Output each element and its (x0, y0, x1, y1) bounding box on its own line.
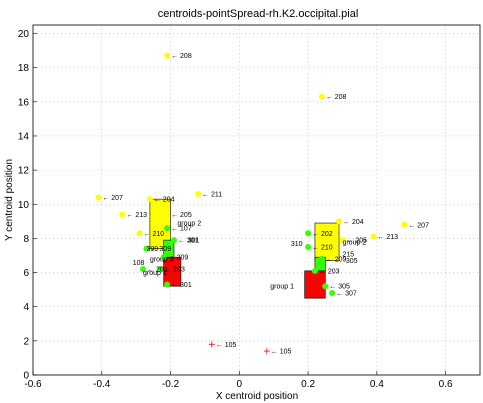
y-tick-label: 0 (23, 371, 29, 382)
annotation-label: 305 (346, 258, 358, 265)
centroid-point (95, 194, 102, 201)
x-tick-label: -0.6 (24, 379, 42, 390)
point-label: ← 203 (319, 268, 340, 275)
group-box (314, 222, 340, 261)
x-tick-label: 0.6 (439, 379, 453, 390)
y-tick-label: 14 (18, 131, 30, 142)
centroid-point (322, 283, 329, 290)
annotation-label: group 2 (177, 221, 201, 228)
centroid-point (119, 211, 126, 218)
annotation-label: group 1 (270, 284, 294, 291)
annotation-label: group 1 (143, 270, 167, 277)
point-label: ← 210 (312, 244, 333, 251)
centroid-point (136, 230, 143, 237)
point-label: ← 301 (171, 282, 192, 289)
group-box (149, 198, 171, 249)
cross-marker (263, 348, 270, 355)
point-label: ← 305 (329, 284, 350, 291)
centroid-point (318, 93, 325, 100)
point-label: ← 207 (408, 222, 429, 229)
x-tick-label: 0 (237, 379, 243, 390)
plot-frame (32, 24, 481, 376)
point-label: ← 107 (171, 226, 192, 233)
centroid-point (140, 266, 147, 273)
group-boxes (149, 198, 340, 299)
centroid-point (305, 230, 312, 237)
point-label: ← 203 (164, 267, 185, 274)
annotation-label: 301 (188, 238, 200, 245)
point-label: ← 301 (178, 238, 199, 245)
x-tick-label: -0.2 (162, 379, 180, 390)
centroid-point (164, 225, 171, 232)
point-label: ← 208 (326, 94, 347, 101)
y-tick-label: 18 (18, 63, 30, 74)
x-tick-label: -0.4 (93, 379, 111, 390)
centroid-point (305, 243, 312, 250)
centroid-point (329, 290, 336, 297)
plot-area (33, 25, 480, 375)
y-tick-label: 8 (23, 234, 29, 245)
point-label: ← 207 (102, 195, 123, 202)
centroid-point (164, 211, 171, 218)
y-axis-label: Y centroid position (4, 159, 15, 241)
point-label: ← 209 (326, 256, 347, 263)
group-box (163, 256, 182, 287)
point-label: ← 202 (147, 267, 168, 274)
x-tick-label: 0.4 (370, 379, 384, 390)
centroid-point (336, 218, 343, 225)
annotation-label: group 3 (150, 256, 174, 263)
point-label: ← 309 (150, 246, 171, 253)
point-label: ← 213 (377, 234, 398, 241)
centroid-point (401, 221, 408, 228)
annotation-label: 108 (133, 260, 145, 267)
point-label: ← 204 (154, 197, 175, 204)
point-label: ← 211 (202, 192, 222, 199)
centroid-point (164, 52, 171, 59)
x-axis-label: X centroid position (216, 391, 298, 402)
data-points (95, 52, 408, 355)
point-labels: ← 208 ← 208 ← 207 ← 211 ← 204 ← 213 ← 205 ← 210… (102, 53, 429, 355)
centroid-point (195, 191, 202, 198)
centroid-point (143, 245, 150, 252)
point-label: ← 209 (168, 255, 189, 262)
point-label: ← 213 (126, 212, 147, 219)
y-tick-label: 10 (18, 200, 30, 211)
centroid-point (311, 267, 318, 274)
centroid-point (170, 237, 177, 244)
centroid-point (160, 254, 167, 261)
centroid-point (339, 237, 346, 244)
annotation-label: 215 (342, 251, 354, 258)
point-label: ← 307 (336, 291, 357, 298)
cross-marker (208, 341, 215, 348)
y-tick-label: 4 (23, 302, 29, 313)
y-tick-label: 20 (18, 29, 30, 40)
centroid-point (318, 255, 325, 262)
y-tick-label: 12 (18, 166, 30, 177)
point-label: ← 205 (171, 212, 192, 219)
centroid-point (157, 266, 164, 273)
point-label: ← 205 (346, 238, 367, 245)
centroid-point (146, 196, 153, 203)
point-label: ← 105 (216, 342, 237, 349)
annotation-label: 310 (291, 241, 303, 248)
x-tick-label: 0.2 (301, 379, 315, 390)
point-label: ← 208 (171, 53, 192, 60)
annotation-label: group 2 (342, 239, 366, 246)
axis-ticks: -0.6 -0.4 -0.2 0 0.2 0.4 0.6 0 2 4 6 8 10 12 14 16 18 20 (18, 29, 453, 390)
centroid-point (164, 281, 171, 288)
point-label: ← 202 (312, 231, 333, 238)
centroid-point (370, 233, 377, 240)
chart-title: centroids-pointSpread-rh.K2.occipital.pi… (158, 8, 359, 20)
point-label: ← 105 (271, 349, 292, 356)
y-tick-label: 2 (23, 336, 29, 347)
y-tick-label: 16 (18, 97, 30, 108)
annotation-label: 309 (146, 246, 158, 253)
point-label: ← 210 (144, 231, 165, 238)
point-label: ← 204 (343, 219, 364, 226)
y-tick-label: 6 (23, 268, 29, 279)
